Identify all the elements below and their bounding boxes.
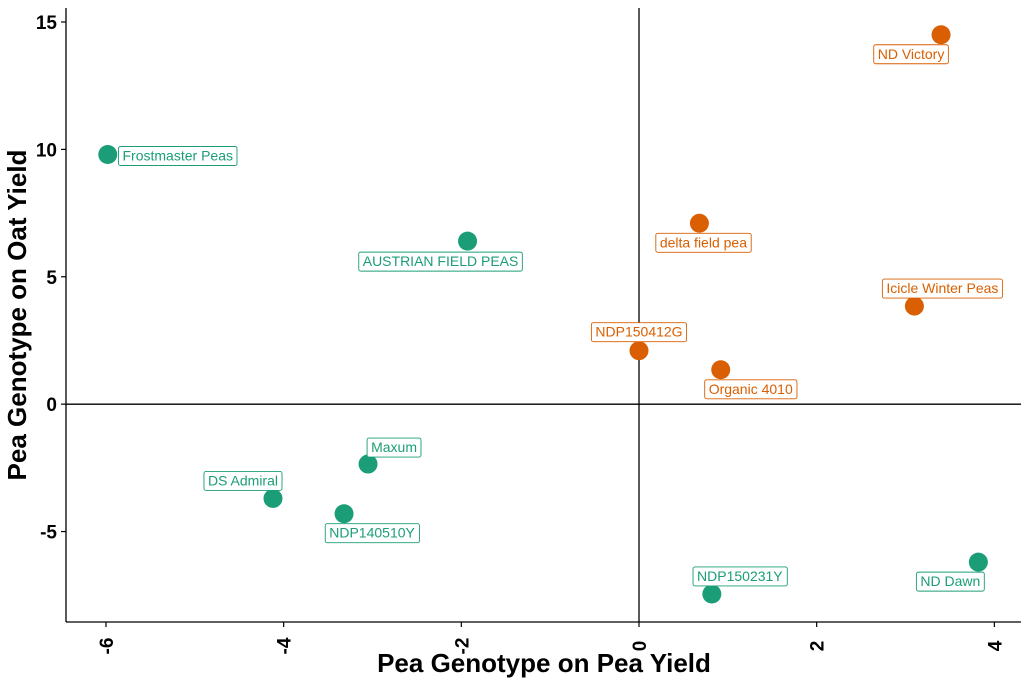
data-point xyxy=(689,213,709,233)
point-label-box xyxy=(655,232,752,253)
point-label-text: Maxum xyxy=(371,439,417,455)
point-label-box xyxy=(692,566,788,587)
point-label-box xyxy=(358,251,523,272)
point-label-text: Icicle Winter Peas xyxy=(886,280,998,296)
y-tick-label: 10 xyxy=(36,140,57,161)
data-point xyxy=(711,360,731,380)
data-point xyxy=(629,341,649,361)
point-label-text: ND Victory xyxy=(878,46,945,62)
x-tick-label: 2 xyxy=(808,641,829,652)
point-labels: ND Victory Frostmaster Peas delta field pe… xyxy=(118,44,1003,592)
y-tick-label: 15 xyxy=(36,13,58,34)
point-label-box xyxy=(324,523,420,544)
point-label: NDP140510Y xyxy=(324,523,420,544)
point-label-text: Frostmaster Peas xyxy=(123,147,233,163)
x-axis-title: Pea Genotype on Pea Yield xyxy=(377,648,711,678)
point-label: AUSTRIAN FIELD PEAS xyxy=(358,251,523,272)
point-label-box xyxy=(590,322,688,343)
point-label: ND Victory xyxy=(873,44,949,65)
point-label-box xyxy=(366,437,422,458)
data-point xyxy=(931,25,951,45)
point-label-text: NDP140510Y xyxy=(329,525,415,541)
point-label: DS Admiral xyxy=(203,470,283,491)
point-label-text: AUSTRIAN FIELD PEAS xyxy=(363,253,519,269)
axes: -6 -4 -2 0 2 4 -5 0 5 10 15 xyxy=(36,8,1021,654)
point-label-box xyxy=(873,44,949,65)
y-tick-label: 5 xyxy=(46,268,57,289)
reference-lines xyxy=(66,8,1021,622)
data-point xyxy=(458,231,478,251)
y-tick-label: -5 xyxy=(40,523,57,544)
point-label: NDP150412G xyxy=(590,322,688,343)
data-point xyxy=(98,144,118,164)
point-label: NDP150231Y xyxy=(692,566,788,587)
point-label-box xyxy=(915,571,985,592)
x-tick-label: -2 xyxy=(452,638,473,655)
point-label: Icicle Winter Peas xyxy=(881,278,1003,299)
point-label-box xyxy=(704,379,798,400)
x-tick-label: 0 xyxy=(630,641,651,652)
point-label: Frostmaster Peas xyxy=(118,146,238,166)
point-label-text: NDP150412G xyxy=(595,324,682,340)
y-tick-label: 0 xyxy=(46,395,57,416)
point-label: Maxum xyxy=(366,437,422,458)
point-label-box xyxy=(881,278,1003,299)
x-tick-label: -4 xyxy=(275,637,296,654)
x-tick-label: -6 xyxy=(97,638,118,655)
data-point xyxy=(263,488,283,508)
data-points xyxy=(98,25,988,604)
data-point xyxy=(702,584,722,604)
x-tick-label: 4 xyxy=(985,640,1006,651)
point-label-text: Organic 4010 xyxy=(709,381,793,397)
y-axis-title: Pea Genotype on Oat Yield xyxy=(2,150,32,481)
point-label-text: DS Admiral xyxy=(208,472,278,488)
point-label: delta field pea xyxy=(655,232,752,253)
data-point xyxy=(968,552,988,572)
point-label-text: ND Dawn xyxy=(920,573,980,589)
point-label-text: delta field pea xyxy=(660,234,747,250)
data-point xyxy=(334,504,354,524)
point-label-box xyxy=(203,470,283,491)
point-label-box xyxy=(118,146,238,166)
data-point xyxy=(358,454,378,474)
point-label: ND Dawn xyxy=(915,571,985,592)
point-label-text: NDP150231Y xyxy=(697,568,783,584)
point-label: Organic 4010 xyxy=(704,379,798,400)
data-point xyxy=(904,296,924,316)
